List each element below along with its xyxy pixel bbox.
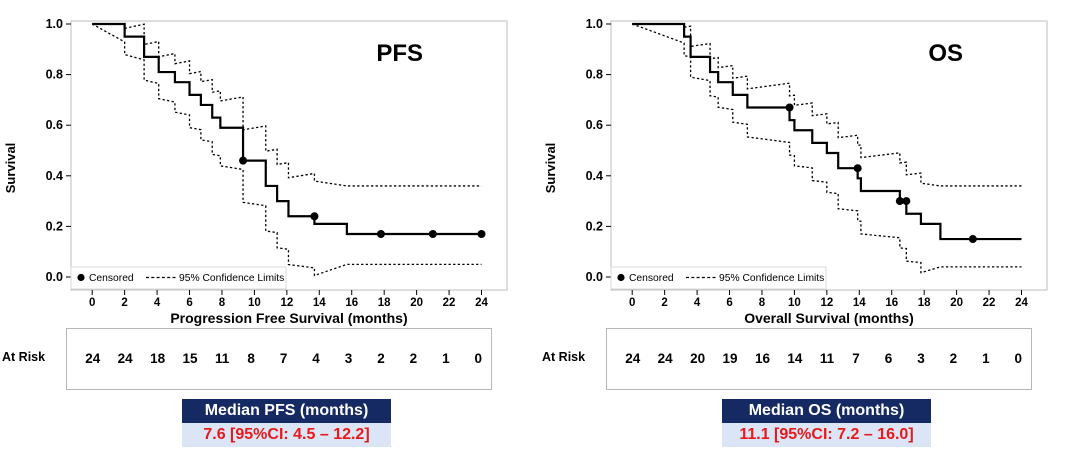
svg-text:0.4: 0.4: [586, 169, 603, 183]
svg-text:22: 22: [443, 297, 456, 309]
svg-text:20: 20: [950, 297, 963, 309]
svg-text:0.0: 0.0: [586, 270, 603, 284]
svg-text:20: 20: [410, 297, 423, 309]
svg-text:8: 8: [219, 297, 226, 309]
svg-text:24: 24: [475, 297, 488, 309]
svg-text:OS: OS: [928, 40, 963, 67]
svg-text:0.6: 0.6: [46, 118, 63, 132]
svg-text:1.0: 1.0: [586, 17, 603, 31]
svg-text:2: 2: [661, 297, 667, 309]
svg-text:14: 14: [853, 297, 866, 309]
svg-text:Censored: Censored: [629, 273, 674, 284]
svg-text:PFS: PFS: [376, 40, 423, 67]
svg-text:Censored: Censored: [89, 273, 134, 284]
svg-text:6: 6: [186, 297, 192, 309]
svg-text:6: 6: [726, 297, 732, 309]
svg-text:14: 14: [313, 297, 326, 309]
svg-text:18: 18: [918, 297, 931, 309]
svg-text:0.0: 0.0: [46, 270, 63, 284]
svg-text:0.2: 0.2: [586, 219, 603, 233]
svg-text:1.0: 1.0: [46, 17, 63, 31]
svg-text:12: 12: [280, 297, 293, 309]
svg-text:10: 10: [248, 297, 261, 309]
svg-text:16: 16: [345, 297, 358, 309]
svg-text:8: 8: [759, 297, 766, 309]
svg-text:0.8: 0.8: [586, 68, 603, 82]
svg-text:0.6: 0.6: [586, 118, 603, 132]
svg-text:4: 4: [154, 297, 161, 309]
svg-text:4: 4: [694, 297, 701, 309]
svg-text:0.2: 0.2: [46, 219, 63, 233]
svg-text:24: 24: [1015, 297, 1028, 309]
svg-text:95% Confidence Limits: 95% Confidence Limits: [179, 273, 284, 284]
svg-text:0.8: 0.8: [46, 68, 63, 82]
svg-text:95% Confidence Limits: 95% Confidence Limits: [719, 273, 824, 284]
svg-text:0: 0: [89, 297, 95, 309]
svg-text:16: 16: [885, 297, 898, 309]
svg-text:18: 18: [378, 297, 391, 309]
svg-text:22: 22: [983, 297, 996, 309]
svg-text:2: 2: [121, 297, 127, 309]
svg-text:12: 12: [820, 297, 833, 309]
svg-text:0.4: 0.4: [46, 169, 63, 183]
svg-text:10: 10: [788, 297, 801, 309]
svg-text:0: 0: [629, 297, 635, 309]
